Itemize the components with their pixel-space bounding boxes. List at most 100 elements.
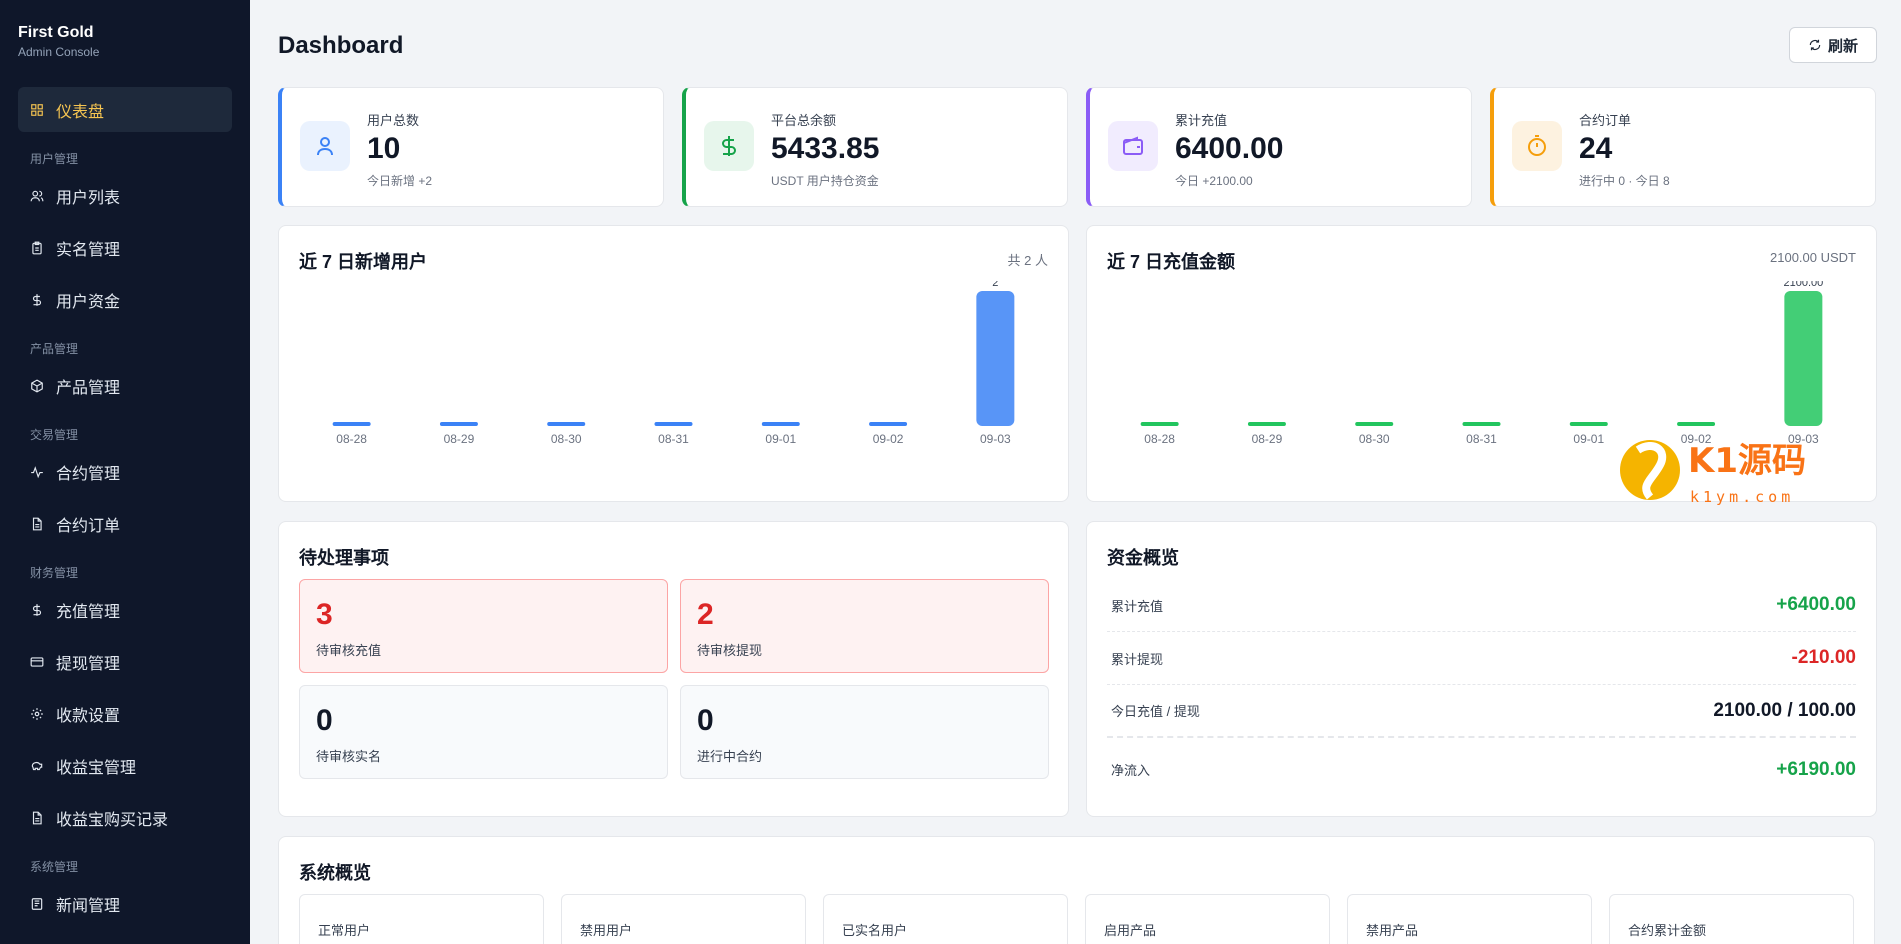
pending-count: 0: [697, 704, 714, 737]
x-tick-label: 08-29: [444, 432, 475, 446]
sidebar-item-label: 收益宝管理: [56, 759, 137, 777]
sidebar: First Gold Admin Console 仪表盘 用户管理 用户列表 实…: [0, 0, 250, 944]
pending-label: 进行中合约: [697, 749, 763, 764]
refresh-button[interactable]: 刷新: [1789, 27, 1877, 63]
fund-label: 今日充值 / 提现: [1111, 704, 1200, 719]
stat-card-orders: 合约订单 24 进行中 0 · 今日 8: [1490, 87, 1876, 207]
stat-value: 6400.00: [1175, 132, 1284, 165]
fund-row: 累计充值 +6400.00: [1107, 579, 1856, 632]
x-tick-label: 08-30: [1359, 432, 1390, 446]
chart-bar: [1784, 291, 1823, 426]
sidebar-item-recharge[interactable]: 充值管理: [18, 587, 232, 632]
sidebar-item-label: 充值管理: [56, 603, 121, 621]
chart-bar: [1140, 422, 1179, 426]
recharge-chart-card: 近 7 日充值金额 2100.00 USDT 08-28 08-29 08-30 08…: [1086, 225, 1877, 502]
pending-label: 待审核充值: [316, 643, 382, 658]
watermark-site: k1ym.com: [1690, 488, 1794, 506]
pending-item-contracts[interactable]: 0 进行中合约: [680, 685, 1049, 779]
x-tick-label: 08-31: [1466, 432, 1497, 446]
pending-item-kyc[interactable]: 0 待审核实名: [299, 685, 668, 779]
sidebar-item-news[interactable]: 新闻管理: [18, 881, 232, 926]
pending-title: 待处理事项: [299, 548, 389, 568]
system-item: 正常用户: [299, 894, 544, 944]
stat-sub: 今日 +2100.00: [1175, 174, 1253, 188]
system-item: 已实名用户: [823, 894, 1068, 944]
activity-icon: [30, 465, 44, 479]
sidebar-item-user-list[interactable]: 用户列表: [18, 173, 232, 218]
sidebar-item-withdraw[interactable]: 提现管理: [18, 639, 232, 684]
nav-group-finance: 财务管理: [30, 566, 79, 580]
chart-title: 近 7 日充值金额: [1107, 252, 1236, 272]
stat-card-balance: 平台总余额 5433.85 USDT 用户持仓资金: [682, 87, 1068, 207]
fund-row: 今日充值 / 提现 2100.00 / 100.00: [1107, 685, 1856, 738]
system-item-label: 已实名用户: [842, 923, 908, 938]
fund-row: 累计提现 -210.00: [1107, 632, 1856, 685]
funds-card: 资金概览 累计充值 +6400.00 累计提现 -210.00 今日充值 / 提…: [1086, 521, 1877, 817]
pending-item-withdraw[interactable]: 2 待审核提现: [680, 579, 1049, 673]
sidebar-item-dashboard[interactable]: 仪表盘: [18, 87, 232, 132]
system-item: 启用产品: [1085, 894, 1330, 944]
sidebar-item-contracts[interactable]: 合约管理: [18, 449, 232, 494]
sidebar-item-label: 收益宝购买记录: [56, 811, 169, 829]
sidebar-item-label: 合约订单: [56, 517, 121, 535]
stat-label: 合约订单: [1579, 113, 1632, 128]
dollar-icon: [30, 293, 44, 307]
sidebar-item-contract-orders[interactable]: 合约订单: [18, 501, 232, 546]
x-tick-label: 08-28: [1144, 432, 1175, 446]
sidebar-item-yield-records[interactable]: 收益宝购买记录: [18, 795, 232, 840]
sidebar-item-label: 产品管理: [56, 379, 121, 397]
x-tick-label: 09-02: [873, 432, 904, 446]
sidebar-item-label: 用户列表: [56, 189, 121, 207]
sidebar-item-label: 新闻管理: [56, 897, 121, 915]
dollar-icon: [30, 603, 44, 617]
gear-icon: [30, 707, 44, 721]
wallet-icon: [1108, 121, 1158, 171]
nav-group-system: 系统管理: [30, 860, 79, 874]
pending-item-recharge[interactable]: 3 待审核充值: [299, 579, 668, 673]
x-tick-label: 08-28: [336, 432, 367, 446]
page-title: Dashboard: [278, 32, 404, 59]
brand-subtitle: Admin Console: [18, 45, 100, 59]
chart-bar: [1247, 422, 1286, 426]
grid-icon: [30, 103, 44, 117]
stat-sub: USDT 用户持仓资金: [771, 174, 879, 188]
users-chart-card: 近 7 日新增用户 共 2 人 08-28 08-29 08-30 08-31 09-0…: [278, 225, 1069, 502]
stat-value: 24: [1579, 132, 1613, 165]
sidebar-item-funds[interactable]: 用户资金: [18, 277, 232, 322]
box-icon: [30, 378, 44, 393]
sidebar-item-label: 合约管理: [56, 465, 121, 483]
stat-label: 累计充值: [1175, 113, 1228, 128]
bar-value-label: 2100.00: [1783, 281, 1823, 289]
pending-label: 待审核提现: [697, 643, 763, 658]
file-icon: [30, 517, 44, 531]
sidebar-item-payment[interactable]: 收款设置: [18, 691, 232, 736]
dollar-icon: [704, 121, 754, 171]
sidebar-item-kyc[interactable]: 实名管理: [18, 225, 232, 270]
user-icon: [300, 121, 350, 171]
nav-group-products: 产品管理: [30, 342, 79, 356]
sidebar-item-label: 提现管理: [56, 655, 121, 673]
stat-card-recharge: 累计充值 6400.00 今日 +2100.00: [1086, 87, 1472, 207]
chart-bar: [761, 422, 800, 426]
credit-card-icon: [30, 655, 44, 669]
sidebar-item-products[interactable]: 产品管理: [18, 363, 232, 408]
system-title: 系统概览: [299, 863, 371, 883]
x-tick-label: 09-01: [1573, 432, 1604, 446]
chart-bar: [332, 422, 371, 426]
sidebar-item-label: 实名管理: [56, 241, 121, 259]
system-item-label: 启用产品: [1104, 923, 1157, 938]
stat-card-users: 用户总数 10 今日新增 +2: [278, 87, 664, 207]
piggy-bank-icon: [30, 759, 44, 773]
chart-bar: [1677, 422, 1716, 426]
sidebar-item-yield[interactable]: 收益宝管理: [18, 743, 232, 788]
recharge-bar-chart: 08-28 08-29 08-30 08-31 09-01 09-02 2100.00 09-…: [1140, 281, 1823, 446]
chart-bar: [869, 422, 908, 426]
watermark-logo: K1源码 k1ym.com: [1620, 440, 1806, 506]
fund-value: +6190.00: [1776, 758, 1856, 780]
chart-bar: [547, 422, 586, 426]
x-tick-label: 09-02: [1681, 432, 1712, 446]
brand-title: First Gold: [18, 24, 94, 41]
users-icon: [30, 189, 44, 203]
chart-bar: [439, 422, 478, 426]
pending-label: 待审核实名: [316, 749, 382, 764]
